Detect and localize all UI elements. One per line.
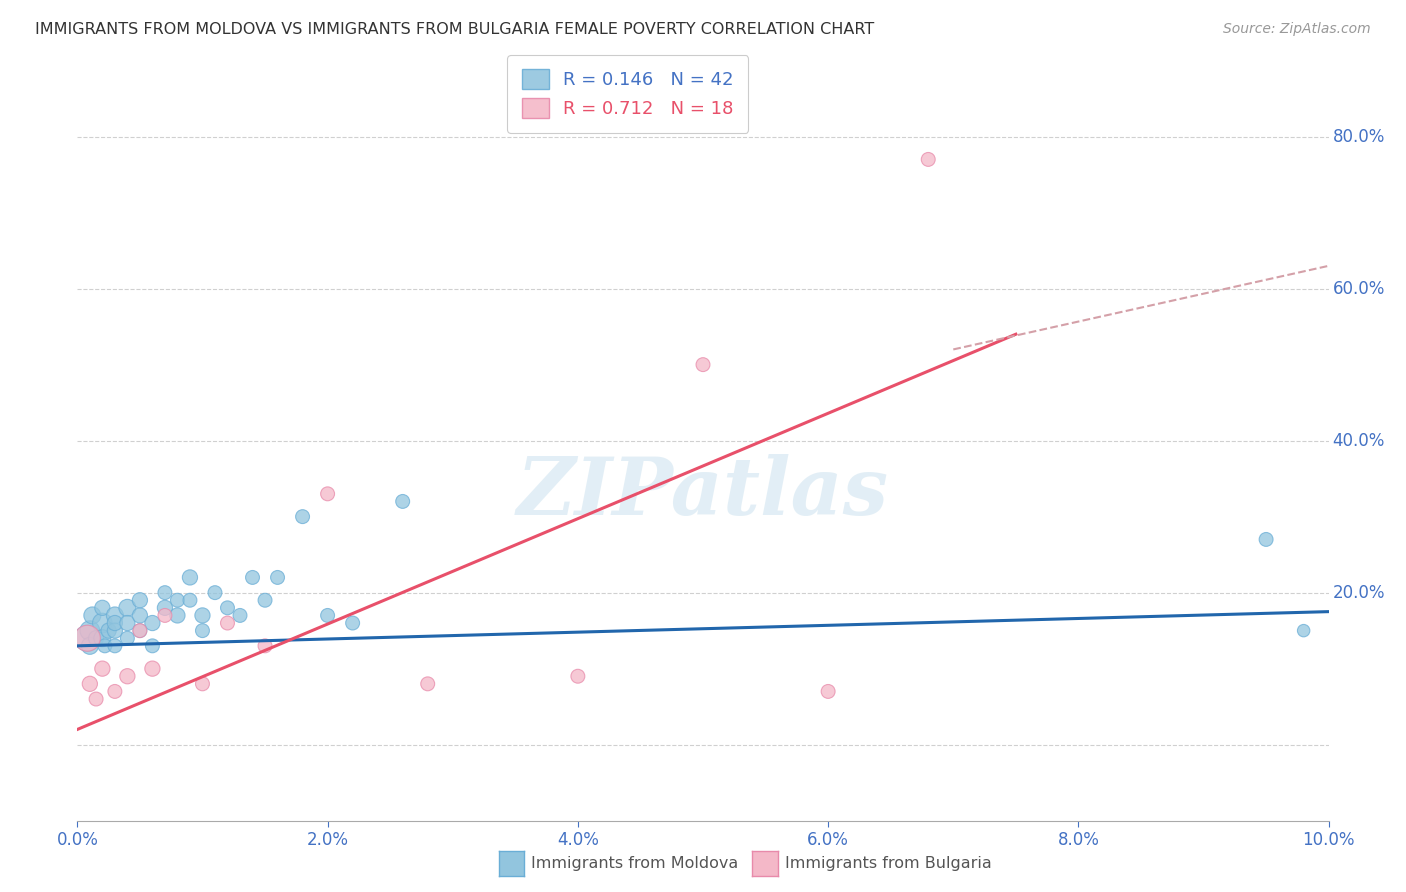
Point: [94, 639, 117, 653]
Point: [217, 615, 239, 630]
Point: [692, 358, 714, 372]
Point: [191, 677, 214, 691]
Point: [129, 593, 152, 607]
Point: [229, 608, 252, 623]
Point: [104, 624, 127, 638]
Point: [84, 692, 107, 706]
Point: [166, 608, 188, 623]
Point: [129, 608, 152, 623]
Text: 40.0%: 40.0%: [1333, 432, 1385, 450]
Point: [91, 662, 114, 676]
Point: [79, 677, 101, 691]
Point: [76, 632, 98, 646]
Point: [416, 677, 439, 691]
Text: Source: ZipAtlas.com: Source: ZipAtlas.com: [1223, 22, 1371, 37]
Point: [153, 608, 176, 623]
Point: [117, 600, 139, 615]
Text: 80.0%: 80.0%: [1333, 128, 1385, 145]
Point: [817, 684, 839, 698]
Point: [141, 662, 163, 676]
Text: 60.0%: 60.0%: [1333, 279, 1385, 298]
Point: [1254, 533, 1277, 547]
Point: [104, 615, 127, 630]
Point: [104, 684, 127, 698]
Point: [567, 669, 589, 683]
Point: [82, 608, 104, 623]
Point: [91, 600, 114, 615]
Point: [91, 632, 114, 646]
Point: [253, 593, 276, 607]
Point: [104, 639, 127, 653]
Point: [204, 585, 226, 599]
Text: 20.0%: 20.0%: [1333, 583, 1385, 601]
Point: [117, 669, 139, 683]
Point: [141, 639, 163, 653]
Point: [179, 570, 201, 584]
Point: [391, 494, 413, 508]
Text: IMMIGRANTS FROM MOLDOVA VS IMMIGRANTS FROM BULGARIA FEMALE POVERTY CORRELATION C: IMMIGRANTS FROM MOLDOVA VS IMMIGRANTS FR…: [35, 22, 875, 37]
Point: [1292, 624, 1315, 638]
Point: [179, 593, 201, 607]
Point: [141, 615, 163, 630]
Point: [153, 585, 176, 599]
Legend: R = 0.146   N = 42, R = 0.712   N = 18: R = 0.146 N = 42, R = 0.712 N = 18: [508, 55, 748, 133]
Point: [316, 487, 339, 501]
Point: [342, 615, 364, 630]
Point: [291, 509, 314, 524]
Point: [253, 639, 276, 653]
Point: [117, 632, 139, 646]
Point: [917, 153, 939, 167]
Point: [166, 593, 188, 607]
Point: [79, 639, 101, 653]
Point: [242, 570, 264, 584]
Point: [97, 624, 120, 638]
Point: [129, 624, 152, 638]
Point: [91, 615, 114, 630]
Point: [76, 632, 98, 646]
Point: [104, 608, 127, 623]
Point: [153, 600, 176, 615]
Point: [266, 570, 288, 584]
Point: [191, 624, 214, 638]
Point: [117, 615, 139, 630]
Point: [79, 624, 101, 638]
Point: [191, 608, 214, 623]
Point: [129, 624, 152, 638]
Text: ZIPatlas: ZIPatlas: [517, 454, 889, 532]
Point: [316, 608, 339, 623]
Point: [217, 600, 239, 615]
Text: Immigrants from Bulgaria: Immigrants from Bulgaria: [785, 856, 991, 871]
Point: [84, 632, 107, 646]
Text: Immigrants from Moldova: Immigrants from Moldova: [531, 856, 738, 871]
